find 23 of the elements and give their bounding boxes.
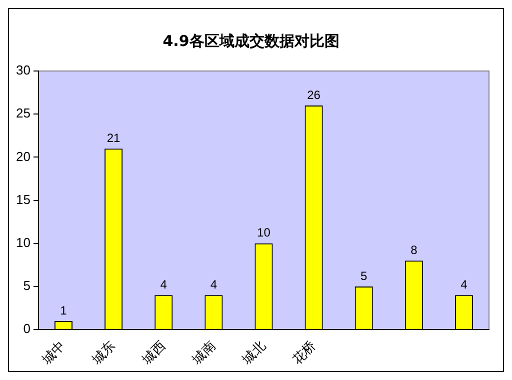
- x-tick-label: 城中: [39, 338, 69, 368]
- data-label: 21: [106, 130, 121, 145]
- y-tick-label: 10: [16, 234, 30, 250]
- y-tick-label: 25: [16, 106, 30, 121]
- data-label: 26: [307, 88, 321, 102]
- x-tick-label: 城南: [189, 338, 219, 368]
- chart-title: 4.9各区域成交数据对比图: [162, 32, 340, 50]
- data-label: 4: [210, 277, 218, 292]
- data-label: 1: [60, 303, 68, 318]
- x-tick-label: 城东: [89, 338, 119, 368]
- x-tick-label: 花桥: [290, 338, 320, 368]
- y-tick-label: 0: [23, 321, 30, 336]
- data-label: 5: [360, 268, 368, 283]
- data-label: 8: [410, 242, 418, 257]
- y-tick-label: 30: [16, 62, 30, 78]
- data-label: 4: [460, 277, 468, 292]
- data-label: 10: [257, 226, 271, 240]
- data-label: 4: [160, 277, 168, 292]
- x-tick-label: 城北: [239, 338, 269, 368]
- y-tick-label: 5: [23, 278, 30, 294]
- x-tick-label: 城西: [139, 338, 169, 368]
- y-tick-label: 20: [16, 148, 30, 164]
- y-tick-label: 15: [16, 192, 30, 207]
